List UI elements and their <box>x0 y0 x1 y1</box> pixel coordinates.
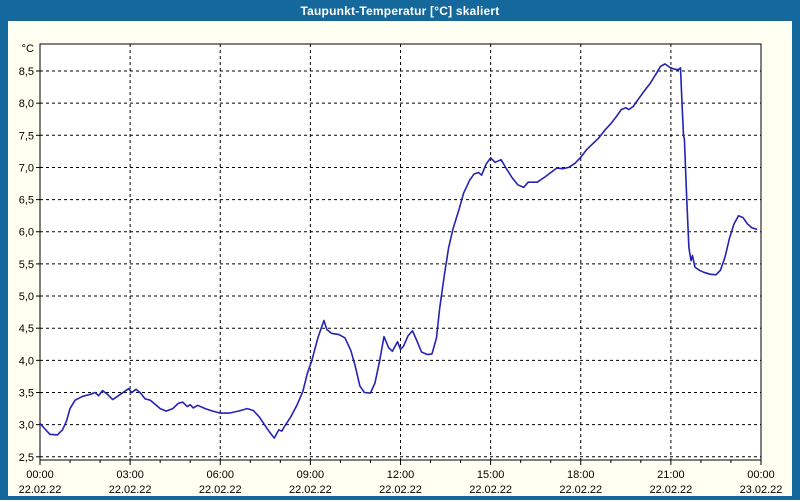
x-tick-time-label: 21:00 <box>657 469 685 481</box>
x-tick-date-label: 22.02.22 <box>649 484 692 496</box>
x-tick-date-label: 22.02.22 <box>109 484 152 496</box>
chart-area: 2,5 3,0 3,5 4,0 4,5 5,0 5,5 6,0 6,5 7,0 7,5 8,0 8,5 °… <box>8 21 792 496</box>
x-tick-time-label: 18:00 <box>567 469 595 481</box>
y-tick-label: 4,0 <box>19 355 34 367</box>
y-tick-label: 3,5 <box>19 387 34 399</box>
plot-svg: 2,5 3,0 3,5 4,0 4,5 5,0 5,5 6,0 6,5 7,0 7,5 8,0 8,5 °… <box>19 43 783 496</box>
title-bar: Taupunkt-Temperatur [°C] skaliert <box>0 0 800 21</box>
x-tick-time-label: 15:00 <box>477 469 505 481</box>
x-tick-date-label: 22.02.22 <box>379 484 422 496</box>
x-tick-time-label: 00:00 <box>747 469 775 481</box>
y-tick-label: 8,0 <box>19 98 34 110</box>
x-tick-date-label: 22.02.22 <box>19 484 62 496</box>
x-tick-date-label: 22.02.22 <box>469 484 512 496</box>
y-tick-label: 7,0 <box>19 162 34 174</box>
y-tick-label: 6,0 <box>19 227 34 239</box>
x-tick-date-label: 22.02.22 <box>559 484 602 496</box>
x-tick-date-label: 22.02.22 <box>199 484 242 496</box>
y-tick-label: 7,5 <box>19 130 34 142</box>
y-tick-label: 4,5 <box>19 323 34 335</box>
temperature-line <box>39 63 758 439</box>
x-tick-date-label: 23.02.22 <box>740 484 783 496</box>
x-tick-time-label: 03:00 <box>116 469 144 481</box>
x-tick-time-label: 12:00 <box>387 469 415 481</box>
y-tick-label: 3,0 <box>19 420 34 432</box>
y-axis-unit-label: °C <box>22 43 34 55</box>
y-tick-label: 5,0 <box>19 291 34 303</box>
y-tick-label: 2,5 <box>19 452 34 464</box>
y-tick-label: 6,5 <box>19 195 34 207</box>
y-tick-label: 8,5 <box>19 66 34 78</box>
plot-border <box>39 43 762 461</box>
x-tick-time-label: 00:00 <box>26 469 54 481</box>
x-tick-date-label: 22.02.22 <box>289 484 332 496</box>
x-tick-time-label: 06:00 <box>206 469 234 481</box>
chart-title: Taupunkt-Temperatur [°C] skaliert <box>300 3 500 18</box>
x-tick-time-label: 09:00 <box>297 469 325 481</box>
y-tick-label: 5,5 <box>19 259 34 271</box>
